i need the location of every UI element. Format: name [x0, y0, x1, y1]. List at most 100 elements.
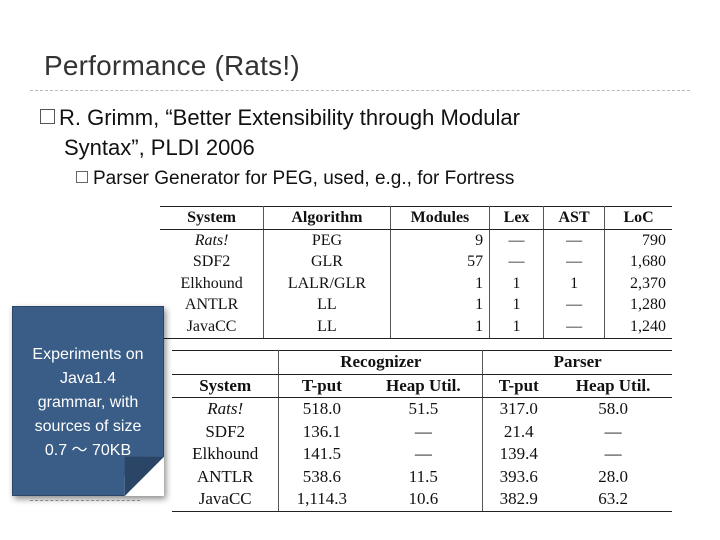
table-cell: — — [489, 251, 544, 273]
table-cell: 1,240 — [604, 316, 672, 339]
table-cell: — — [604, 421, 622, 441]
callout-line: 0.7 〜 70KB — [44, 442, 132, 459]
table-cell: 317.0 — [499, 399, 538, 419]
col-header: LoC — [604, 206, 672, 230]
performance-table: Recognizer Parser System T-put Heap Util… — [172, 350, 672, 512]
performance-header-row: System T-put Heap Util. T-put Heap Util. — [172, 374, 672, 398]
table-cell: 538.6 — [302, 466, 341, 486]
table-cell: 11.5 — [364, 465, 484, 488]
table-row: Elkhound LALR/GLR 1 1 1 2,370 — [160, 273, 672, 295]
table-cell: — — [543, 316, 606, 339]
table-cell: Rats! — [160, 229, 265, 252]
col-header: System — [160, 206, 265, 230]
table-cell: 1 — [489, 273, 544, 295]
table-row: JavaCC 1,114.3 10.6 382.9 63.2 — [172, 488, 672, 512]
table-cell: 790 — [642, 231, 666, 249]
table-cell: 1 — [489, 316, 544, 339]
group-header-parser: Parser — [482, 350, 672, 375]
table-cell: — — [543, 229, 606, 252]
table-cell: 57 — [390, 251, 491, 273]
sub-bullet-text: Parser Generator for PEG, used, e.g., fo… — [93, 168, 515, 189]
table-cell: — — [489, 229, 544, 252]
table-cell: Elkhound — [160, 273, 265, 295]
bullet-citation: R. Grimm, “Better Extensibility through … — [40, 103, 680, 163]
col-header: Heap Util. — [364, 374, 484, 398]
table-cell: 2,370 — [630, 274, 666, 292]
table-cell: 382.9 — [482, 488, 555, 512]
table-cell: 1 — [390, 294, 491, 316]
table-cell: 28.0 — [598, 466, 628, 486]
table-cell: 136.1 — [302, 421, 341, 441]
table-cell: 1 — [390, 316, 491, 339]
table-cell: 393.6 — [499, 466, 538, 486]
sub-bullet-box-icon — [76, 171, 88, 183]
sub-bullet: Parser Generator for PEG, used, e.g., fo… — [76, 168, 514, 190]
table-row: SDF2 136.1 — 21.4 — — [172, 420, 672, 443]
features-header-row: System Algorithm Modules Lex AST LoC — [160, 206, 672, 230]
col-header: Modules — [390, 206, 491, 230]
title-divider — [30, 90, 690, 91]
table-cell: 1,280 — [630, 296, 666, 314]
callout-line: grammar, with — [37, 394, 139, 411]
col-header: AST — [543, 206, 606, 230]
table-row: JavaCC LL 1 1 — 1,240 — [160, 316, 672, 339]
table-cell: 1 — [390, 273, 491, 295]
table-row: ANTLR 538.6 11.5 393.6 28.0 — [172, 465, 672, 488]
table-cell: ANTLR — [172, 465, 280, 488]
table-cell: PEG — [263, 229, 391, 252]
col-header: System — [172, 374, 280, 398]
group-header-row: Recognizer Parser — [172, 350, 672, 375]
table-cell: — — [364, 420, 484, 443]
callout-line: Experiments on — [32, 346, 144, 363]
table-cell: LL — [263, 294, 391, 316]
table-cell: JavaCC — [160, 316, 265, 339]
table-row: Elkhound 141.5 — 139.4 — — [172, 443, 672, 466]
col-header: Heap Util. — [554, 374, 672, 398]
table-row: Rats! 518.0 51.5 317.0 58.0 — [172, 397, 672, 421]
table-cell: — — [543, 294, 606, 316]
callout-line: sources of size — [34, 418, 142, 435]
table-cell: 10.6 — [364, 488, 484, 512]
page-fold-icon — [124, 456, 164, 496]
col-header: Algorithm — [263, 206, 391, 230]
col-header: Lex — [489, 206, 544, 230]
table-row: SDF2 GLR 57 — — 1,680 — [160, 251, 672, 273]
callout-text: Experiments on Java1.4 grammar, with sou… — [17, 343, 159, 463]
table-cell: 141.5 — [302, 444, 341, 464]
table-cell: 63.2 — [554, 488, 672, 512]
table-cell: 58.0 — [598, 399, 628, 419]
citation-line-1: R. Grimm, “Better Extensibility through … — [59, 105, 520, 130]
table-cell: JavaCC — [172, 488, 280, 512]
table-cell: 51.5 — [364, 397, 484, 421]
table-cell: 9 — [390, 229, 491, 252]
table-cell: SDF2 — [160, 251, 265, 273]
table-cell: — — [364, 443, 484, 466]
table-cell: ANTLR — [160, 294, 265, 316]
callout-note: Experiments on Java1.4 grammar, with sou… — [12, 306, 164, 496]
table-cell: 1,114.3 — [278, 488, 365, 512]
slide-title: Performance (Rats!) — [44, 50, 300, 81]
bullet-box-icon — [40, 109, 55, 124]
table-cell: LL — [263, 316, 391, 339]
group-header-recognizer: Recognizer — [278, 350, 484, 375]
footer-divider — [30, 500, 140, 501]
table-cell: — — [604, 444, 622, 464]
table-cell: 139.4 — [499, 444, 538, 464]
table-cell: Elkhound — [172, 443, 280, 466]
group-spacer — [172, 350, 280, 375]
table-row: Rats! PEG 9 — — 790 — [160, 229, 672, 252]
table-cell: Rats! — [172, 397, 280, 421]
table-cell: GLR — [263, 251, 391, 273]
table-cell: 21.4 — [503, 421, 534, 441]
col-header: T-put — [482, 374, 555, 398]
table-cell: LALR/GLR — [263, 273, 391, 295]
table-cell: — — [543, 251, 606, 273]
table-cell: 1,680 — [630, 253, 666, 271]
table-cell: 1 — [489, 294, 544, 316]
table-row: ANTLR LL 1 1 — 1,280 — [160, 294, 672, 316]
col-header: T-put — [278, 374, 365, 398]
table-cell: 518.0 — [302, 399, 341, 419]
callout-line: Java1.4 — [59, 370, 117, 387]
table-cell: 1 — [543, 273, 606, 295]
citation-line-2: Syntax”, PLDI 2006 — [64, 135, 255, 160]
